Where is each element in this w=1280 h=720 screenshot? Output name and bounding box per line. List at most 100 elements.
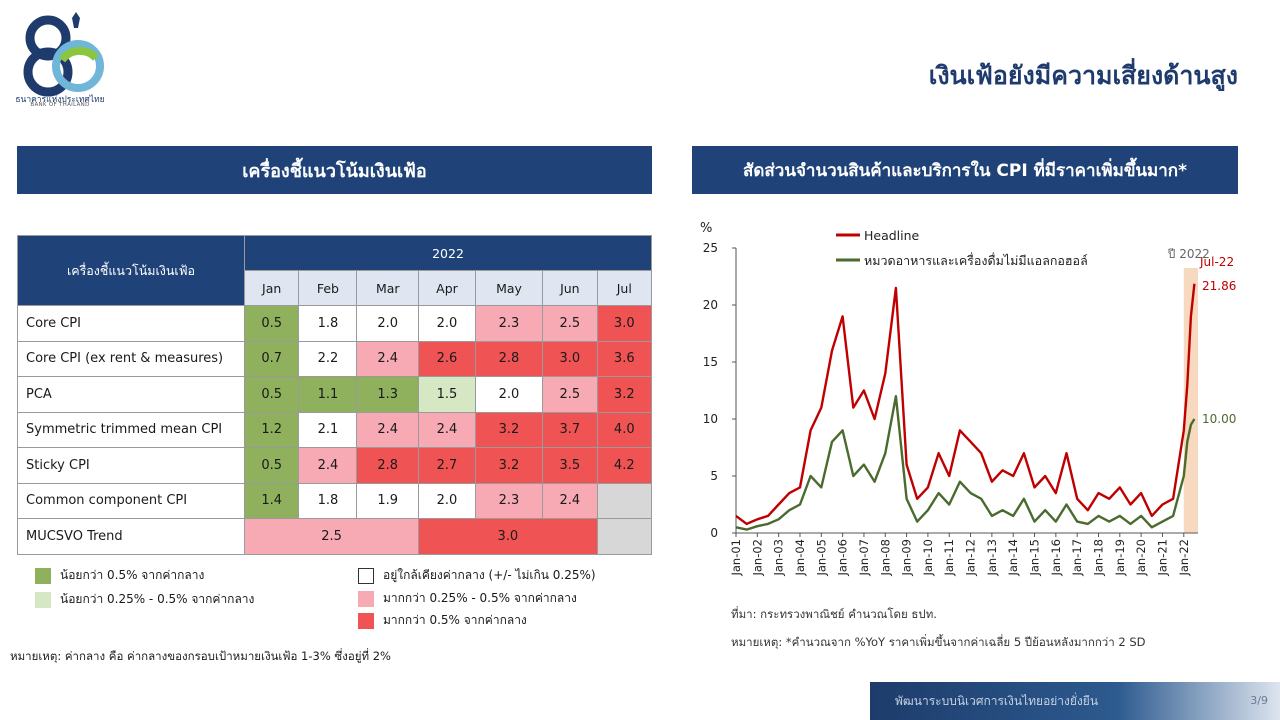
x-tick-label: Jan-04 — [793, 539, 807, 577]
right-section-banner: สัดส่วนจำนวนสินค้าและบริการใน CPI ที่มีร… — [692, 146, 1238, 194]
legend-swatch — [35, 567, 51, 584]
legend-label: มากกว่า 0.25% - 0.5% จากค่ากลาง — [383, 591, 577, 605]
table-row: Core CPI 0.5 1.8 2.0 2.0 2.3 2.5 3.0 — [17, 305, 653, 342]
x-tick-label: Jan-06 — [836, 539, 850, 577]
legend-label: อยู่ใกล้เคียงค่ากลาง (+/- ไม่เกิน 0.25%) — [383, 568, 596, 582]
x-tick-label: Jan-08 — [878, 539, 892, 577]
table-cell: 3.2 — [474, 411, 544, 448]
left-section-banner: เครื่องชี้แนวโน้มเงินเฟ้อ — [17, 146, 652, 194]
y-tick-label: 20 — [703, 298, 718, 312]
table-cell: 2.4 — [418, 411, 476, 448]
table-cell: 2.0 — [418, 482, 476, 519]
row-label: Sticky CPI — [17, 447, 245, 484]
x-tick-label: Jan-01 — [729, 539, 743, 577]
series-line-food — [735, 394, 1196, 531]
table-cell: 1.2 — [243, 411, 300, 448]
x-tick-label: Jan-10 — [921, 539, 935, 577]
logo-caption-thai: ธนาคารแห่งประเทศไทย — [15, 95, 105, 105]
table-cell: 2.3 — [474, 482, 544, 519]
footer-bar — [870, 682, 1280, 720]
x-tick-label: Jan-16 — [1049, 539, 1063, 577]
table-row: PCA 0.5 1.1 1.3 1.5 2.0 2.5 3.2 — [17, 376, 653, 413]
table-cell: 2.2 — [298, 340, 358, 377]
y-tick-label: 10 — [703, 412, 718, 426]
table-cell: 3.7 — [542, 411, 598, 448]
table-row: Core CPI (ex rent & measures) 0.7 2.2 2.… — [17, 340, 653, 377]
annotation-date: Jul-22 — [1199, 255, 1234, 269]
legend-label: Headline — [864, 228, 920, 243]
table-cell: 3.2 — [596, 376, 653, 413]
month-header: Feb — [298, 270, 358, 306]
table-header-row: เครื่องชี้แนวโน้มเงินเฟ้อ 2022 — [17, 235, 652, 306]
y-tick-label: 15 — [703, 355, 718, 369]
series-line-headline — [735, 283, 1196, 526]
table-cell: 1.9 — [356, 482, 420, 519]
table-row: MUCSVO Trend 2.5 3.0 — [17, 518, 653, 555]
table-cell: 3.0 — [418, 518, 598, 555]
x-tick-label: Jan-15 — [1028, 539, 1042, 577]
table-cell: 1.3 — [356, 376, 420, 413]
row-label: Core CPI — [17, 305, 245, 342]
table-row: Symmetric trimmed mean CPI 1.2 2.1 2.4 2… — [17, 411, 653, 448]
table-cell: 2.5 — [243, 518, 420, 555]
x-tick-label: Jan-05 — [814, 539, 828, 577]
table-cell: 0.5 — [243, 376, 300, 413]
table-cell: 3.5 — [542, 447, 598, 484]
highlight-label: ปี 2022 — [1167, 247, 1210, 261]
table-row: Common component CPI 1.4 1.8 1.9 2.0 2.3… — [17, 482, 653, 519]
x-tick-label: Jan-12 — [964, 539, 978, 577]
y-axis-unit: % — [700, 221, 712, 236]
table-cell: 1.4 — [243, 482, 300, 519]
legend-swatch — [358, 567, 374, 584]
table-cell: 1.8 — [298, 305, 358, 342]
legend-item-pink: มากกว่า 0.25% - 0.5% จากค่ากลาง — [358, 589, 577, 608]
x-tick-label: Jan-17 — [1070, 539, 1084, 577]
legend-swatch — [358, 612, 374, 629]
table-cell: 2.6 — [418, 340, 476, 377]
cpi-share-line-chart: ปี 2022% 0 5 10 15 20 25 Jan-01 Jan-02 Jan-03 Jan-… — [700, 221, 1236, 577]
table-month-row: Jan Feb Mar Apr May Jun Jul — [18, 270, 653, 306]
table-cell: 2.8 — [474, 340, 544, 377]
legend-item-white: อยู่ใกล้เคียงค่ากลาง (+/- ไม่เกิน 0.25%) — [358, 566, 596, 585]
chart-note: หมายเหตุ: *คำนวณจาก %YoY ราคาเพิ่มขึ้นจา… — [731, 635, 1146, 649]
table-cell: 2.0 — [474, 376, 544, 413]
table-cell: 0.7 — [243, 340, 300, 377]
x-tick-label: Jan-14 — [1006, 539, 1020, 577]
legend-item-green: น้อยกว่า 0.5% จากค่ากลาง — [35, 566, 204, 585]
legend-label: มากกว่า 0.5% จากค่ากลาง — [383, 613, 527, 627]
table-cell: 3.0 — [542, 340, 598, 377]
x-tick-label: Jan-21 — [1155, 539, 1169, 577]
table-cell: 2.8 — [356, 447, 420, 484]
table-cell: 0.5 — [243, 305, 300, 342]
annotation-food-value: 10.00 — [1202, 412, 1236, 426]
row-label: PCA — [17, 376, 245, 413]
x-tick-label: Jan-20 — [1134, 539, 1148, 577]
legend-label: น้อยกว่า 0.5% จากค่ากลาง — [60, 568, 205, 582]
table-cell: 2.5 — [542, 376, 598, 413]
table-cell: 2.0 — [418, 305, 476, 342]
month-header: Jun — [542, 270, 598, 306]
x-tick-label: Jan-13 — [985, 539, 999, 577]
table-cell: 2.1 — [298, 411, 358, 448]
table-cell: 2.7 — [418, 447, 476, 484]
table-cell: 3.0 — [596, 305, 653, 342]
month-header: Apr — [418, 270, 476, 306]
x-tick-label: Jan-11 — [942, 539, 956, 577]
table-header-year: 2022 — [244, 235, 652, 271]
legend-swatch — [35, 591, 51, 608]
table-row: Sticky CPI 0.5 2.4 2.8 2.7 3.2 3.5 4.2 — [17, 447, 653, 484]
table-cell: 2.5 — [542, 305, 598, 342]
page-title: เงินเฟ้อยังมีความเสี่ยงด้านสูง — [928, 61, 1238, 90]
table-cell: 1.8 — [298, 482, 358, 519]
y-tick-label: 5 — [710, 469, 718, 483]
table-cell: 2.3 — [474, 305, 544, 342]
x-tick-label: Jan-19 — [1113, 539, 1127, 577]
table-cell: 2.0 — [356, 305, 420, 342]
table-cell: 3.6 — [596, 340, 653, 377]
table-header-label: เครื่องชี้แนวโน้มเงินเฟ้อ — [17, 235, 245, 306]
x-tick-label: Jan-09 — [900, 539, 914, 577]
page-number: 3/9 — [1250, 694, 1268, 707]
row-label: Core CPI (ex rent & measures) — [17, 340, 245, 377]
highlight-band-2022 — [1183, 268, 1198, 533]
